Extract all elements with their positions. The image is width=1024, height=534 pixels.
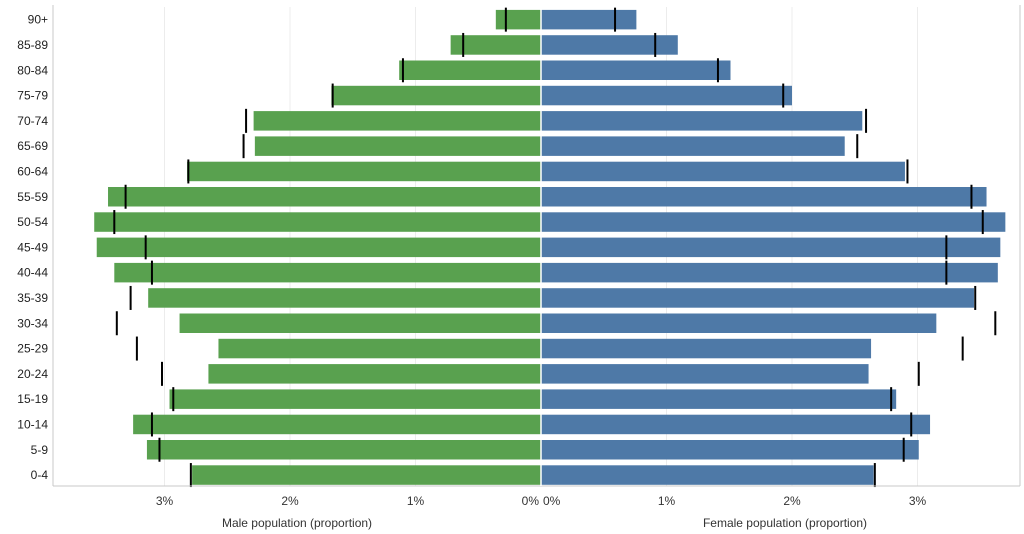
age-group-label: 20-24 — [17, 367, 48, 381]
male-bar — [96, 237, 541, 258]
female-bar — [541, 85, 792, 106]
female-bar — [541, 313, 937, 333]
female-bar — [541, 161, 905, 182]
male-axis-title: Male population (proportion) — [222, 516, 372, 530]
age-group-labels: 90+ 85-89 80-84 75-79 70-74 65-69 60-64 55-59 50… — [17, 13, 48, 482]
male-bar — [218, 338, 541, 359]
female-bar — [541, 9, 637, 30]
male-bar — [192, 465, 542, 485]
age-group-label: 65-69 — [17, 139, 48, 153]
female-bar — [541, 262, 998, 283]
female-bar — [541, 364, 869, 384]
reference-markers — [113, 7, 997, 488]
male-bar — [146, 440, 541, 460]
age-group-label: 70-74 — [17, 114, 48, 128]
female-bar — [541, 414, 931, 435]
male-bar — [114, 262, 542, 283]
female-bars — [541, 9, 1006, 485]
age-group-label: 75-79 — [17, 89, 48, 103]
female-bar — [541, 212, 1006, 232]
male-bar — [108, 187, 542, 207]
female-bar — [541, 389, 897, 409]
female-bar — [541, 35, 678, 55]
female-bar — [541, 288, 974, 308]
female-bar — [541, 465, 874, 485]
male-bar — [187, 161, 541, 182]
age-group-label: 40-44 — [17, 266, 48, 280]
age-group-label: 5-9 — [31, 443, 49, 457]
male-bar — [208, 364, 542, 384]
female-tick-label: 1% — [658, 494, 676, 508]
female-bar — [541, 111, 863, 131]
female-bar — [541, 60, 731, 80]
female-axis-title: Female population (proportion) — [703, 516, 867, 530]
male-bar — [148, 288, 541, 308]
male-bar — [133, 414, 541, 435]
female-bar — [541, 187, 987, 207]
male-bar — [450, 35, 541, 55]
male-tick-label: 0% — [522, 494, 540, 508]
male-bar — [254, 136, 542, 156]
female-bar — [541, 338, 872, 359]
male-bar — [94, 212, 541, 232]
age-group-label: 10-14 — [17, 417, 48, 431]
female-bar — [541, 440, 919, 460]
age-group-label: 80-84 — [17, 63, 48, 77]
age-group-label: 25-29 — [17, 342, 48, 356]
age-group-label: 55-59 — [17, 190, 48, 204]
male-tick-label: 2% — [281, 494, 299, 508]
age-group-label: 30-34 — [17, 316, 48, 330]
male-tick-label: 3% — [156, 494, 174, 508]
male-bar — [331, 85, 541, 106]
female-tick-label: 0% — [543, 494, 561, 508]
male-bar — [169, 389, 541, 409]
female-tick-label: 2% — [783, 494, 801, 508]
age-group-label: 90+ — [28, 13, 48, 27]
age-group-label: 15-19 — [17, 392, 48, 406]
male-bar — [179, 313, 541, 333]
male-tick-label: 1% — [407, 494, 425, 508]
female-bar — [541, 237, 1001, 258]
age-group-label: 85-89 — [17, 38, 48, 52]
male-bar — [399, 60, 541, 80]
male-bars — [94, 9, 542, 485]
female-tick-label: 3% — [909, 494, 927, 508]
male-bar — [495, 9, 541, 30]
age-group-label: 0-4 — [31, 468, 49, 482]
age-group-label: 50-54 — [17, 215, 48, 229]
axes: 3% 2% 1% 0% 0% 1% 2% 3% — [52, 5, 1021, 508]
age-group-label: 45-49 — [17, 240, 48, 254]
male-bar — [253, 111, 542, 131]
female-bar — [541, 136, 845, 156]
age-group-label: 60-64 — [17, 164, 48, 178]
age-group-label: 35-39 — [17, 291, 48, 305]
